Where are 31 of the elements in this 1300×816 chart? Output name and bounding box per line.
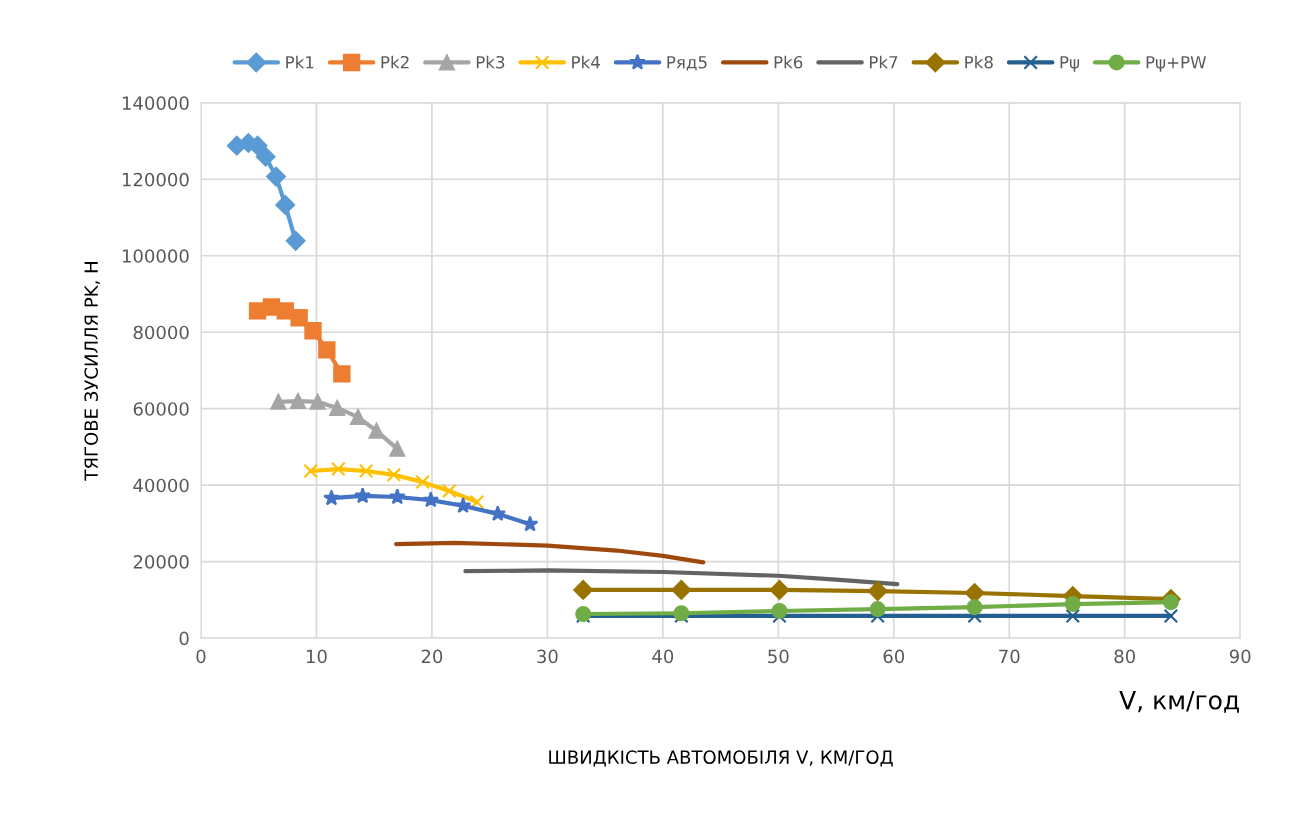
- legend-label: Ряд5: [667, 56, 707, 71]
- legend-label: Pk4: [572, 55, 600, 69]
- legend-label: Pk1: [286, 55, 314, 69]
- x-tick-label: 20: [421, 649, 443, 664]
- text: V, км/год: [1119, 691, 1239, 713]
- x-tick-label: 30: [537, 649, 558, 664]
- x-tick-label: 90: [1229, 649, 1251, 664]
- x-tick-label: 50: [768, 649, 789, 664]
- legend-label: Pψ: [1060, 56, 1080, 72]
- y-tick-label: 20000: [133, 555, 189, 569]
- x-axis-title: ШВИДКІСТЬ АВТОМОБІЛЯ V, КМ/ГОД: [549, 750, 893, 767]
- x-tick-label: 80: [1114, 649, 1136, 664]
- x-tick-label: 40: [652, 649, 674, 664]
- legend-label: Pψ+PW: [1146, 56, 1207, 72]
- y-tick-label: 120000: [122, 172, 189, 187]
- legend-label: Pk2: [381, 55, 409, 69]
- x-tick-label: 10: [306, 649, 327, 664]
- y-tick-label: 80000: [133, 325, 189, 340]
- y-tick-label: 140000: [122, 96, 189, 110]
- legend-label: Pk8: [965, 55, 993, 69]
- legend-label: Pk7: [869, 55, 898, 69]
- legend-label: Pk3: [476, 55, 505, 69]
- y-axis-title: ТЯГОВЕ ЗУСИЛЛЯ PK, Н: [84, 262, 100, 481]
- y-tick-label: 60000: [133, 402, 189, 416]
- x-tick-label: 0: [196, 649, 206, 664]
- x-tick-label: 60: [883, 649, 905, 664]
- y-tick-label: 40000: [133, 478, 189, 493]
- y-tick-label: 0: [179, 631, 189, 646]
- legend-label: Pk6: [774, 55, 803, 69]
- x-tick-label: 70: [999, 649, 1020, 664]
- y-tick-label: 100000: [122, 249, 189, 263]
